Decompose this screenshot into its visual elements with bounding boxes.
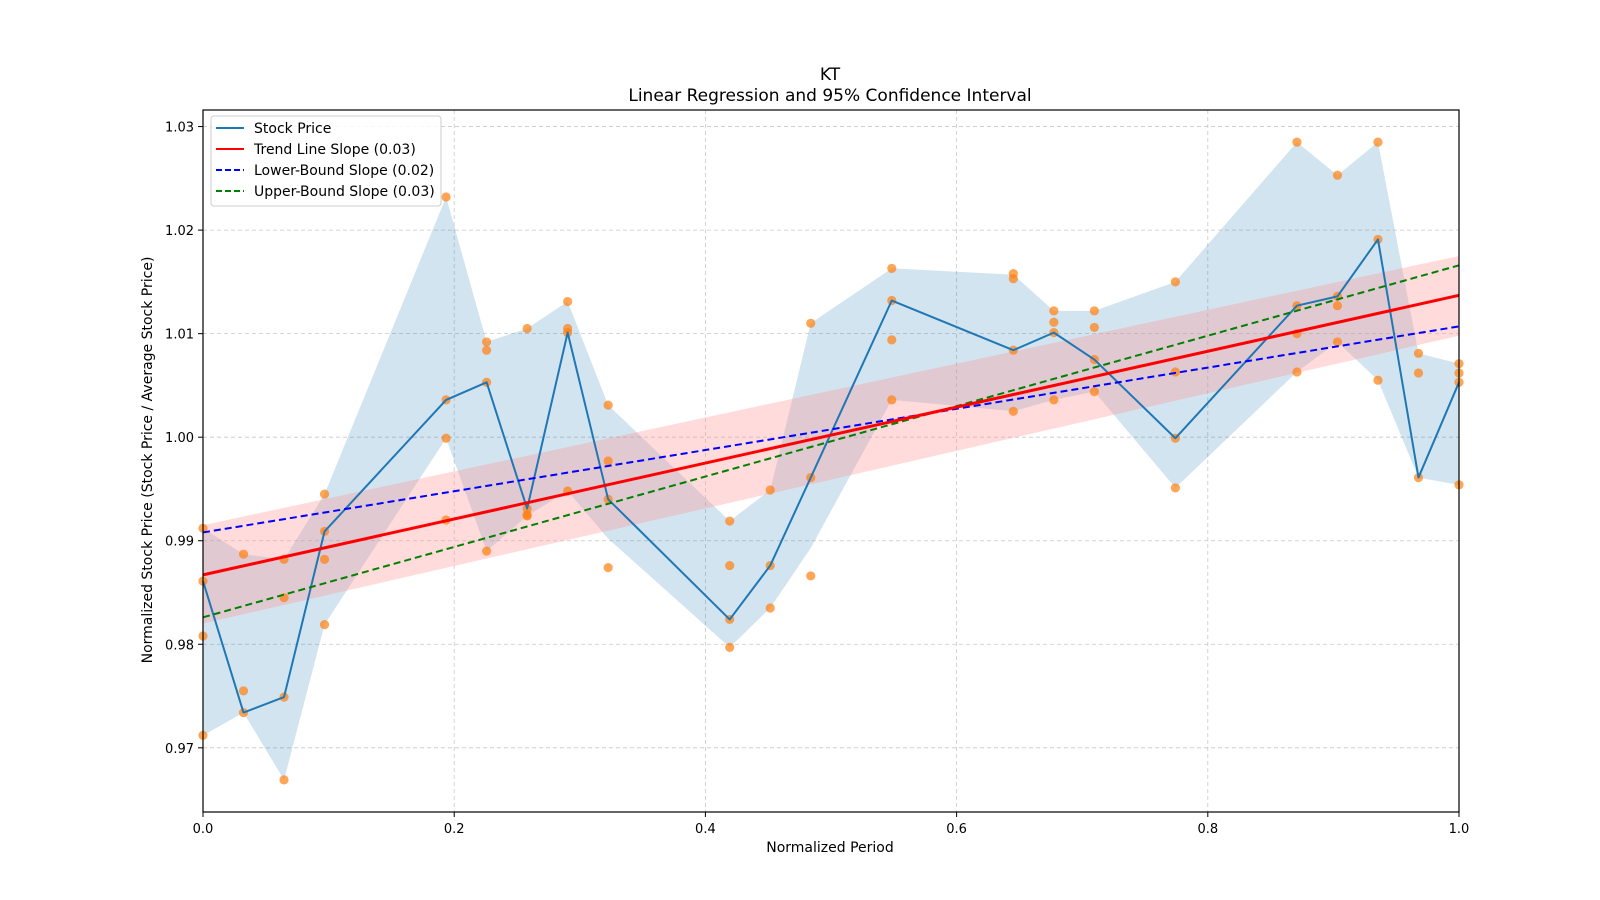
y-tick-label: 1.03 (165, 121, 194, 136)
stock-price-range-band (203, 142, 1459, 780)
scatter-point (319, 489, 330, 499)
stock-price-line (202, 238, 1460, 714)
y-tick-label: 1.00 (165, 431, 194, 446)
scatter-point (482, 546, 492, 556)
scatter-point (725, 516, 735, 526)
scatter-point (1089, 322, 1099, 333)
legend-box (210, 115, 442, 207)
y-axis-label: Normalized Stock Price (Stock Price / Av… (140, 257, 156, 664)
scatter-point (1170, 277, 1180, 287)
y-axis-ticks: 0.97 0.98 0.99 1.00 1.01 1.02 1.03 (165, 121, 203, 757)
scatter-point (806, 571, 816, 581)
scatter-point (887, 263, 897, 274)
legend-label: Lower-Bound Slope (0.02) (254, 163, 434, 179)
scatter-point (725, 642, 735, 652)
scatter-point (482, 337, 492, 347)
trend-ci-band-layer (203, 255, 1459, 624)
x-tick-label: 1.0 (1449, 822, 1470, 837)
legend-label: Stock Price (254, 121, 331, 137)
scatter-point (482, 345, 492, 355)
scatter-point (1170, 483, 1180, 493)
scatter-point (1049, 306, 1059, 316)
scatter-point (1049, 395, 1059, 405)
legend-item-upper-bound: Upper-Bound Slope (0.03) (216, 184, 435, 200)
scatter-point (1332, 301, 1343, 311)
price-range-band-layer (203, 142, 1459, 780)
scatter-point (522, 323, 532, 334)
scatter-point (1413, 368, 1424, 378)
chart-title: KT (820, 65, 841, 85)
x-tick-label: 0.4 (695, 822, 716, 837)
x-tick-label: 0.6 (946, 822, 967, 837)
legend-item-trend-line: Trend Line Slope (0.03) (216, 142, 416, 158)
scatter-point (1373, 375, 1383, 385)
scatter-point (806, 318, 816, 328)
y-tick-label: 0.99 (165, 535, 194, 550)
x-axis-label: Normalized Period (766, 840, 894, 856)
scatter-point (238, 549, 249, 559)
scatter-point (1089, 387, 1099, 397)
scatter-point (1089, 306, 1099, 316)
scatter-point (887, 335, 897, 345)
scatter-point (1292, 367, 1302, 377)
chart-subtitle: Linear Regression and 95% Confidence Int… (628, 86, 1031, 106)
scatter-point (319, 619, 330, 630)
legend-label: Trend Line Slope (0.03) (253, 142, 416, 158)
lower-bound-line (202, 325, 1460, 534)
scatter-point (563, 296, 573, 307)
scatter-point (1373, 137, 1383, 147)
scatter-point (603, 563, 613, 573)
trend-confidence-band (203, 255, 1459, 624)
x-tick-label: 0.0 (193, 822, 214, 837)
legend-item-stock-price: Stock Price (216, 121, 331, 137)
scatter-point (603, 400, 613, 410)
scatter-point (887, 395, 897, 405)
scatter-point (279, 775, 289, 785)
scatter-point (1413, 348, 1424, 358)
scatter-point (1008, 406, 1018, 416)
scatter-point (441, 433, 451, 443)
scatter-point (441, 192, 451, 202)
x-tick-label: 0.8 (1197, 822, 1218, 837)
scatter-point (765, 603, 775, 613)
legend: Stock Price Trend Line Slope (0.03) Lowe… (210, 115, 442, 207)
scatter-point (725, 560, 735, 571)
scatter-point (522, 511, 532, 521)
scatter-point (765, 485, 775, 495)
scatter-point (1049, 317, 1059, 327)
plot-area-frame (202, 109, 1460, 813)
scatter-point (1332, 170, 1343, 180)
y-tick-label: 1.01 (165, 328, 194, 343)
y-tick-label: 0.98 (165, 638, 194, 653)
line-series-layer (202, 238, 1460, 714)
scatter-point (603, 456, 613, 466)
scatter-point (238, 686, 249, 696)
scatter-point (1008, 274, 1018, 284)
x-axis-ticks: 0.0 0.2 0.4 0.6 0.8 1.0 (193, 812, 1470, 837)
legend-item-lower-bound: Lower-Bound Slope (0.02) (216, 163, 434, 179)
legend-label: Upper-Bound Slope (0.03) (254, 184, 435, 200)
scatter-point (1292, 137, 1302, 147)
scatter-point (1332, 337, 1343, 347)
scatter-point (319, 554, 330, 564)
trend-line (202, 293, 1460, 577)
upper-bound-line (202, 264, 1460, 619)
y-tick-label: 0.97 (165, 742, 194, 757)
x-tick-label: 0.2 (444, 822, 465, 837)
scatter-point (279, 593, 289, 603)
y-tick-label: 1.02 (165, 224, 194, 239)
